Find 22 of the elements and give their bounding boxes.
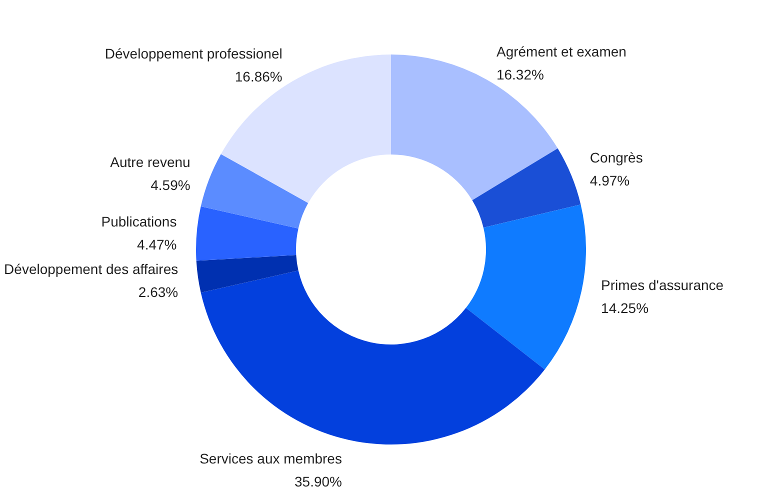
data-label: 16.32% (496, 66, 544, 83)
data-label: 4.47% (137, 236, 177, 252)
donut-slice (200, 270, 545, 444)
slice-label: Autre revenu (110, 154, 190, 170)
donut-slice (196, 206, 298, 261)
donut-slice (472, 148, 581, 228)
slice-label: Publications (101, 213, 177, 230)
data-label: 35.90% (294, 474, 342, 490)
data-label: 4.59% (150, 176, 190, 193)
slice-label: Développement professionel (104, 45, 282, 62)
data-label: 4.97% (590, 172, 630, 188)
data-label: 2.63% (138, 284, 178, 300)
slice-label: Agrément et examen (496, 44, 626, 60)
slice-label: Services aux membres (200, 450, 342, 467)
slice-label: Congrès (590, 149, 643, 166)
slice-label: Primes d'assurance (601, 276, 724, 293)
data-label: 14.25% (601, 300, 649, 316)
slice-label: Développement des affaires (4, 261, 178, 278)
donut-slice (196, 255, 298, 293)
donut-slice (200, 154, 308, 228)
data-label: 16.86% (234, 68, 282, 84)
donut-slice (466, 204, 586, 370)
